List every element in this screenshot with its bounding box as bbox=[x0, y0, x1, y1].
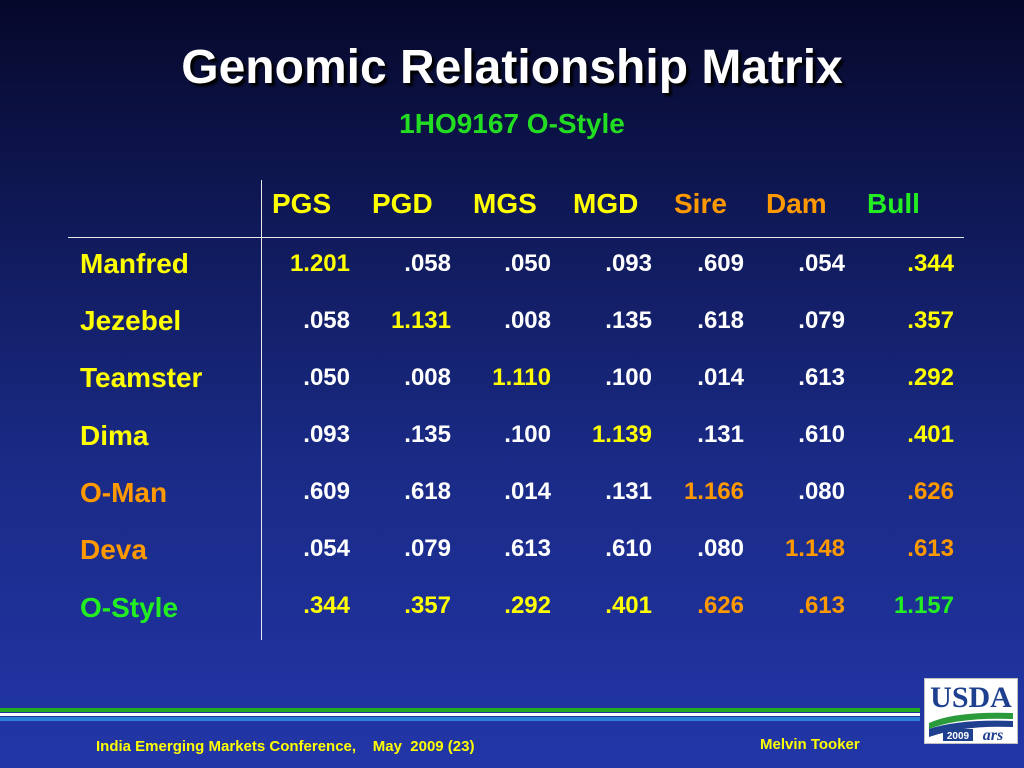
matrix-cell: .014 bbox=[697, 364, 744, 391]
matrix-cell: .610 bbox=[605, 535, 652, 562]
usda-logo-graphic: USDA 2009 ars bbox=[929, 681, 1013, 744]
matrix-cell: .054 bbox=[798, 250, 845, 277]
matrix-cell: .609 bbox=[697, 250, 744, 277]
matrix-cell: .131 bbox=[697, 421, 744, 448]
matrix-cell: .613 bbox=[798, 592, 845, 619]
matrix-cell: .626 bbox=[907, 478, 954, 505]
matrix-cell: .131 bbox=[605, 478, 652, 505]
matrix-cell: .054 bbox=[303, 535, 350, 562]
column-header-bull: Bull bbox=[867, 188, 920, 219]
matrix-cell: .080 bbox=[697, 535, 744, 562]
usda-logo: USDA 2009 ars bbox=[924, 678, 1018, 744]
matrix-cell: .618 bbox=[697, 307, 744, 334]
matrix-cell: .618 bbox=[404, 478, 451, 505]
table-horizontal-divider bbox=[68, 237, 964, 238]
matrix-cell: .008 bbox=[404, 364, 451, 391]
matrix-cell: .080 bbox=[798, 478, 845, 505]
matrix-cell: .292 bbox=[504, 592, 551, 619]
matrix-cell: 1.148 bbox=[784, 535, 845, 562]
footer-stripe-white bbox=[0, 713, 920, 716]
matrix-cell: 1.201 bbox=[289, 250, 350, 277]
row-label-o-man: O-Man bbox=[80, 477, 168, 508]
matrix-cell: .344 bbox=[303, 592, 350, 619]
matrix-cell: .610 bbox=[798, 421, 845, 448]
matrix-cell: .079 bbox=[404, 535, 451, 562]
matrix-cell: .050 bbox=[504, 250, 551, 277]
matrix-cell: .079 bbox=[798, 307, 845, 334]
matrix-cell: .135 bbox=[404, 421, 451, 448]
slide-subtitle: 1HO9167 O-Style bbox=[399, 108, 625, 139]
matrix-cell: 1.131 bbox=[390, 307, 451, 334]
row-label-dima: Dima bbox=[80, 420, 149, 451]
matrix-cell: .357 bbox=[907, 307, 954, 334]
column-header-mgs: MGS bbox=[473, 188, 537, 219]
matrix-cell: .093 bbox=[303, 421, 350, 448]
matrix-cell: .401 bbox=[605, 592, 652, 619]
column-header-sire: Sire bbox=[674, 188, 727, 219]
matrix-cell: 1.157 bbox=[893, 592, 954, 619]
footer-stripe-green bbox=[0, 708, 920, 712]
column-header-pgd: PGD bbox=[372, 188, 433, 219]
matrix-cell: .050 bbox=[303, 364, 350, 391]
matrix-cell: .093 bbox=[605, 250, 652, 277]
matrix-cell: 1.166 bbox=[683, 478, 744, 505]
matrix-cell: .008 bbox=[504, 307, 551, 334]
matrix-cell: .626 bbox=[697, 592, 744, 619]
row-label-manfred: Manfred bbox=[80, 248, 189, 279]
footer-author-text: Melvin Tooker bbox=[760, 736, 860, 753]
matrix-cell: .401 bbox=[907, 421, 954, 448]
matrix-cell: .100 bbox=[504, 421, 551, 448]
matrix-cell: .609 bbox=[303, 478, 350, 505]
matrix-cell: .357 bbox=[404, 592, 451, 619]
usda-logo-year: 2009 bbox=[947, 731, 970, 742]
matrix-cell: .292 bbox=[907, 364, 954, 391]
footer-stripe-blue bbox=[0, 717, 920, 721]
matrix-cell: .058 bbox=[303, 307, 350, 334]
matrix-cell: .100 bbox=[605, 364, 652, 391]
row-label-jezebel: Jezebel bbox=[80, 305, 182, 336]
matrix-cell: 1.139 bbox=[591, 421, 652, 448]
matrix-cell: .344 bbox=[907, 250, 954, 277]
matrix-cell: .135 bbox=[605, 307, 652, 334]
column-header-dam: Dam bbox=[766, 188, 827, 219]
row-label-deva: Deva bbox=[80, 534, 147, 565]
matrix-cell: .014 bbox=[504, 478, 551, 505]
matrix-cell: .613 bbox=[504, 535, 551, 562]
usda-logo-text: USDA bbox=[930, 681, 1012, 714]
column-header-pgs: PGS bbox=[272, 188, 332, 219]
table-vertical-divider bbox=[261, 180, 262, 640]
row-label-teamster: Teamster bbox=[80, 362, 203, 393]
column-header-mgd: MGD bbox=[573, 188, 639, 219]
matrix-cell: .613 bbox=[907, 535, 954, 562]
row-label-o-style: O-Style bbox=[80, 592, 179, 623]
footer-conference-text: India Emerging Markets Conference, May 2… bbox=[96, 738, 475, 755]
matrix-cell: .613 bbox=[798, 364, 845, 391]
matrix-cell: 1.110 bbox=[492, 364, 551, 391]
slide-title: Genomic Relationship Matrix bbox=[181, 41, 843, 94]
ars-mark: ars bbox=[983, 727, 1003, 743]
matrix-cell: .058 bbox=[404, 250, 451, 277]
